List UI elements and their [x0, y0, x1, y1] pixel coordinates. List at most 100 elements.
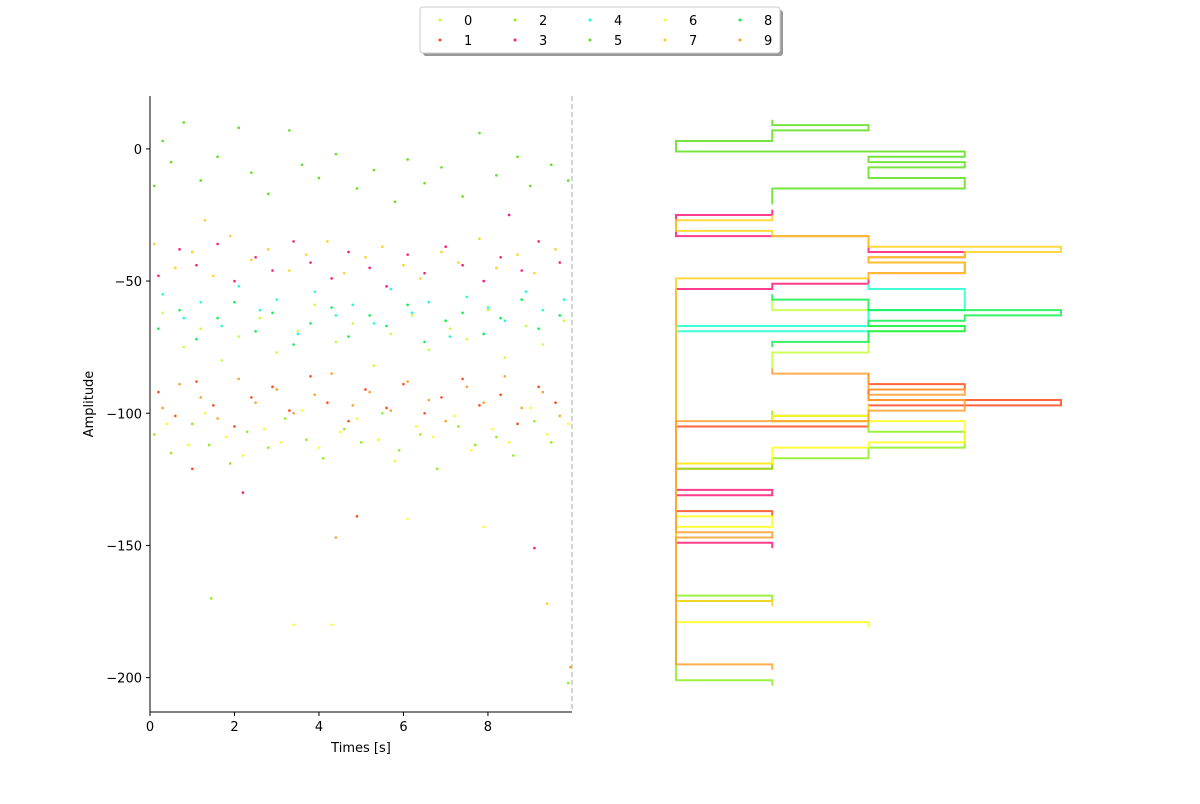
scatter-point-series-8 — [385, 324, 388, 328]
scatter-point-series-0 — [220, 359, 224, 362]
legend-marker — [438, 38, 442, 42]
scatter-point-series-3 — [533, 546, 536, 550]
scatter-point-series-2 — [457, 425, 460, 428]
scatter-point-series-9 — [389, 409, 393, 412]
scatter-point-series-3 — [347, 250, 350, 254]
scatter-point-series-1 — [402, 382, 405, 386]
scatter-point-series-9 — [444, 419, 447, 423]
legend: 0 1 2 3 4 5 6 7 8 9 — [419, 6, 783, 56]
legend-label: 7 — [689, 34, 697, 49]
scatter-point-series-3 — [520, 269, 524, 272]
scatter-point-series-2 — [245, 430, 249, 434]
scatter-point-series-4 — [351, 303, 355, 307]
scatter-point-series-4 — [427, 300, 431, 304]
scatter-point-series-6 — [482, 525, 486, 529]
scatter-point-series-2 — [566, 681, 570, 685]
scatter-point-series-2 — [511, 454, 515, 457]
scatter-point-series-7 — [228, 234, 232, 238]
scatter-point-series-3 — [157, 274, 160, 278]
scatter-point-series-8 — [406, 303, 409, 307]
scatter-point-series-5 — [423, 181, 426, 185]
scatter-point-series-4 — [182, 316, 186, 320]
scatter-point-series-1 — [364, 388, 367, 391]
scatter-point-series-1 — [190, 467, 194, 471]
legend-label: 4 — [614, 14, 622, 29]
scatter-point-series-6 — [469, 448, 473, 452]
scatter-point-series-2 — [209, 597, 213, 600]
scatter-point-series-2 — [550, 441, 553, 444]
scatter-point-series-7 — [402, 263, 405, 267]
histogram-line-series-2 — [675, 410, 966, 686]
scatter-point-series-0 — [389, 332, 393, 336]
scatter-point-series-5 — [406, 158, 409, 161]
scatter-point-series-4 — [410, 311, 414, 315]
scatter-point-series-9 — [216, 417, 219, 420]
scatter-point-series-0 — [351, 322, 355, 325]
scatter-point-series-8 — [423, 340, 426, 344]
scatter-point-series-3 — [507, 213, 511, 217]
scatter-point-series-6 — [262, 427, 266, 431]
scatter-point-series-6 — [406, 517, 409, 521]
legend-marker — [738, 38, 742, 42]
scatter-point-series-6 — [186, 443, 190, 447]
scatter-point-series-5 — [440, 166, 443, 169]
scatter-point-series-3 — [292, 240, 295, 243]
scatter-point-series-0 — [372, 364, 376, 367]
scatter-point-series-5 — [317, 176, 321, 180]
scatter-point-series-7 — [203, 218, 207, 222]
x-tick-label: 2 — [230, 720, 238, 735]
scatter-point-series-6 — [393, 459, 397, 463]
scatter-point-series-7 — [516, 253, 519, 256]
scatter-point-series-4 — [503, 319, 507, 323]
scatter-point-series-0 — [486, 308, 490, 312]
legend-box — [419, 6, 781, 54]
scatter-point-series-5 — [355, 187, 359, 190]
scatter-point-series-0 — [541, 343, 545, 346]
scatter-point-series-6 — [292, 623, 295, 627]
scatter-point-series-5 — [250, 171, 253, 174]
scatter-point-series-4 — [161, 292, 164, 296]
scatter-point-series-7 — [457, 261, 460, 264]
scatter-point-series-4 — [296, 332, 300, 336]
scatter-point-series-9 — [427, 398, 431, 402]
scatter-point-series-0 — [562, 319, 566, 323]
scatter-point-series-6 — [376, 438, 380, 441]
scatter-point-series-5 — [199, 179, 202, 182]
scatter-point-series-2 — [495, 435, 498, 439]
scatter-point-series-5 — [169, 160, 173, 164]
scatter-point-series-9 — [503, 374, 507, 378]
scatter-point-series-4 — [372, 322, 376, 325]
scatter-point-series-6 — [241, 454, 245, 457]
scatter-point-series-0 — [465, 337, 469, 341]
legend-marker — [588, 38, 592, 42]
scatter-point-series-3 — [195, 263, 198, 267]
scatter-point-series-8 — [157, 327, 160, 330]
scatter-point-series-8 — [461, 311, 464, 315]
scatter-point-series-3 — [461, 263, 464, 267]
scatter-point-series-1 — [326, 401, 329, 404]
scatter-point-series-7 — [266, 248, 270, 251]
scatter-point-series-4 — [220, 324, 224, 328]
legend-marker — [513, 18, 517, 22]
scatter-point-series-1 — [157, 390, 160, 394]
scatter-point-series-4 — [237, 285, 241, 288]
scatter-point-series-1 — [461, 377, 464, 381]
scatter-point-series-9 — [313, 393, 317, 397]
scatter-points — [152, 121, 572, 685]
scatter-point-series-0 — [334, 340, 338, 344]
legend-marker — [663, 38, 667, 42]
scatter-point-series-4 — [199, 300, 202, 304]
scatter-point-series-9 — [569, 665, 572, 669]
scatter-point-series-5 — [566, 179, 570, 182]
legend-item-5: 5 — [588, 34, 622, 49]
scatter-point-series-7 — [288, 269, 291, 272]
scatter-point-series-6 — [279, 441, 283, 444]
scatter-point-series-2 — [343, 427, 346, 431]
scatter-point-series-4 — [334, 314, 338, 317]
scatter-point-series-5 — [161, 139, 164, 143]
scatter-point-series-0 — [258, 316, 262, 320]
scatter-point-series-6 — [452, 414, 456, 418]
scatter-point-series-5 — [372, 168, 376, 172]
scatter-point-series-3 — [309, 261, 312, 264]
scatter-point-series-9 — [520, 406, 524, 410]
